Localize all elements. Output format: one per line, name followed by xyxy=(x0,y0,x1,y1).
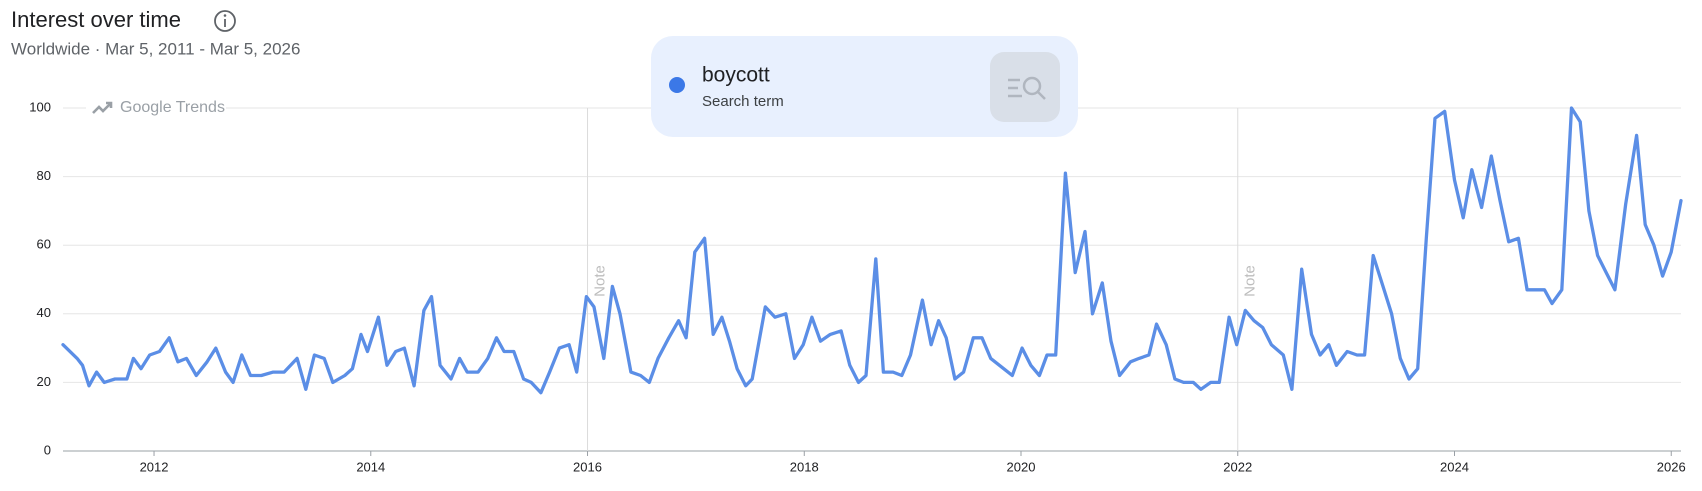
x-tick-label: 2026 xyxy=(1657,459,1686,474)
y-tick-label: 40 xyxy=(37,305,51,320)
trend-line xyxy=(61,106,1683,395)
y-tick-label: 60 xyxy=(37,237,51,252)
legend-term: boycott xyxy=(702,64,770,87)
plot-area: 0 20 40 60 80 100 Google Trends 2012 2014 2016 201… xyxy=(29,98,1686,474)
note-label: Note xyxy=(1242,265,1259,297)
legend-swatch xyxy=(669,77,685,93)
x-tick-label: 2012 xyxy=(140,459,169,474)
y-tick-label: 100 xyxy=(29,99,51,114)
legend-term-type: Search term xyxy=(702,93,784,110)
watermark-bg xyxy=(86,98,226,118)
info-icon[interactable] xyxy=(214,10,236,32)
x-tick-label: 2016 xyxy=(573,459,602,474)
legend-card xyxy=(651,36,1078,137)
legend: boycott Search term xyxy=(651,36,1078,137)
watermark: Google Trends xyxy=(120,99,225,116)
y-tick-label: 20 xyxy=(37,374,51,389)
y-tick-label: 80 xyxy=(37,168,51,183)
chart-title: Interest over time xyxy=(11,7,181,32)
chart-subtitle: Worldwide · Mar 5, 2011 - Mar 5, 2026 xyxy=(11,39,300,58)
note-label: Note xyxy=(591,265,608,297)
x-tick-label: 2020 xyxy=(1007,459,1036,474)
watermark-icon xyxy=(92,101,113,114)
x-tick-label: 2014 xyxy=(356,459,385,474)
compare-button[interactable] xyxy=(990,52,1060,122)
x-tick-label: 2022 xyxy=(1223,459,1252,474)
x-tick-label: 2024 xyxy=(1440,459,1469,474)
x-tick-label: 2018 xyxy=(790,459,819,474)
y-tick-label: 0 xyxy=(44,442,51,457)
